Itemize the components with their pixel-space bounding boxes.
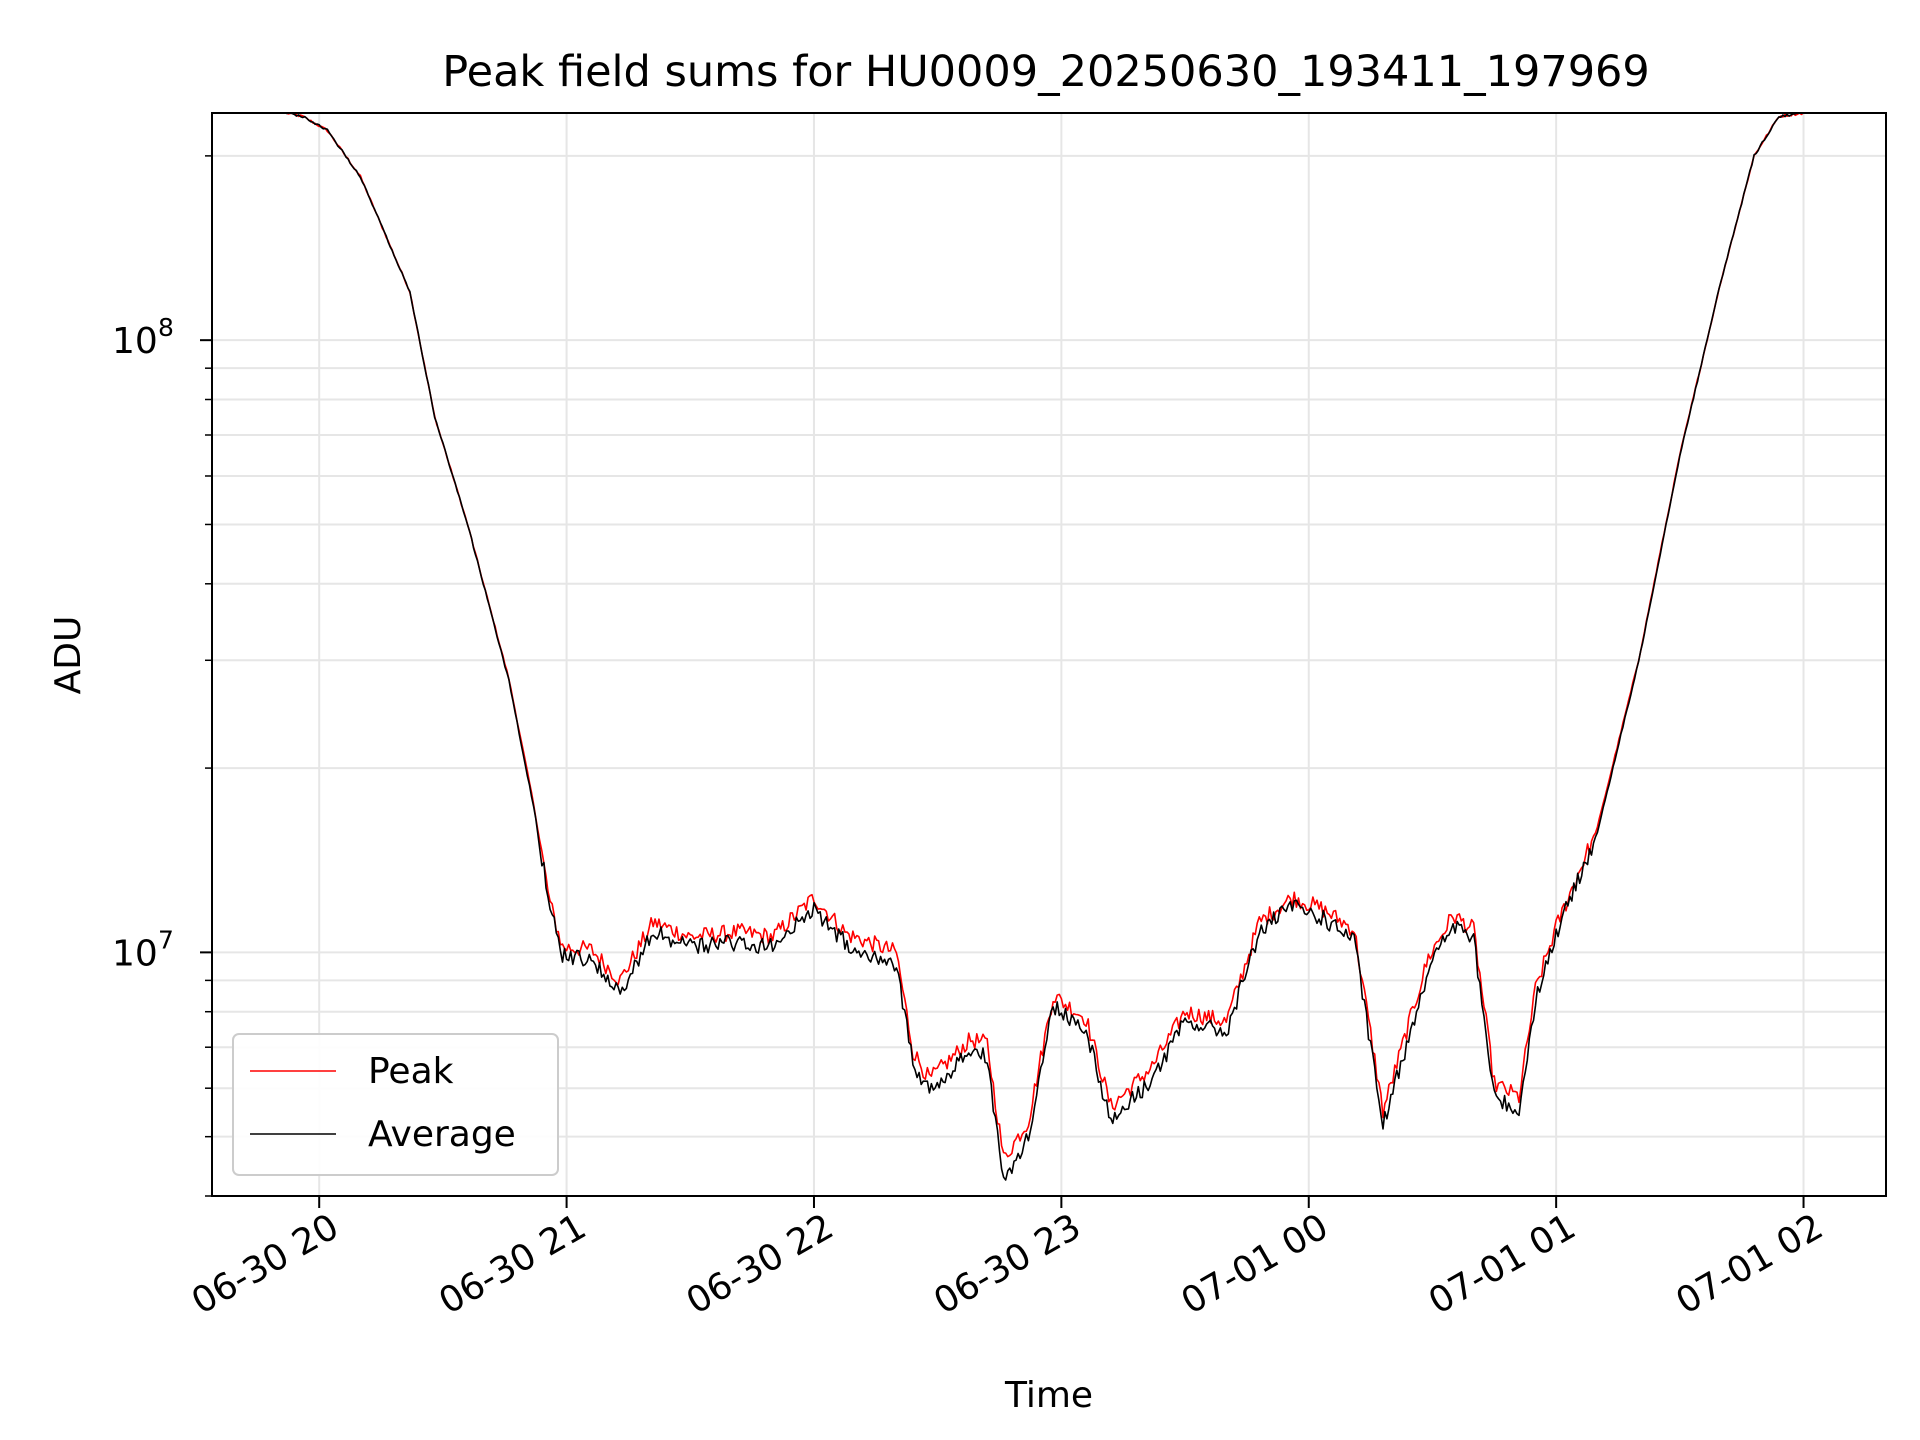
y-tick-label-base: 10 xyxy=(112,321,158,362)
legend: Peak Average xyxy=(232,1033,559,1176)
plot-frame xyxy=(211,112,1887,1197)
legend-box xyxy=(232,1033,559,1176)
y-axis-label: ADU xyxy=(48,616,89,695)
series-line-peak xyxy=(285,112,1804,1158)
y-tick-label-exponent: 7 xyxy=(158,925,174,954)
chart-title: Peak field sums for HU0009_20250630_1934… xyxy=(442,47,1650,97)
series-lines xyxy=(285,112,1804,1181)
legend-label-average: Average xyxy=(368,1114,516,1155)
series-line-average xyxy=(285,112,1804,1181)
x-axis-label: Time xyxy=(1004,1375,1093,1416)
y-tick-label-exponent: 8 xyxy=(158,313,174,342)
y-tick-label-base: 10 xyxy=(112,933,158,974)
plot-area xyxy=(212,113,1886,1196)
legend-label-peak: Peak xyxy=(368,1051,454,1092)
